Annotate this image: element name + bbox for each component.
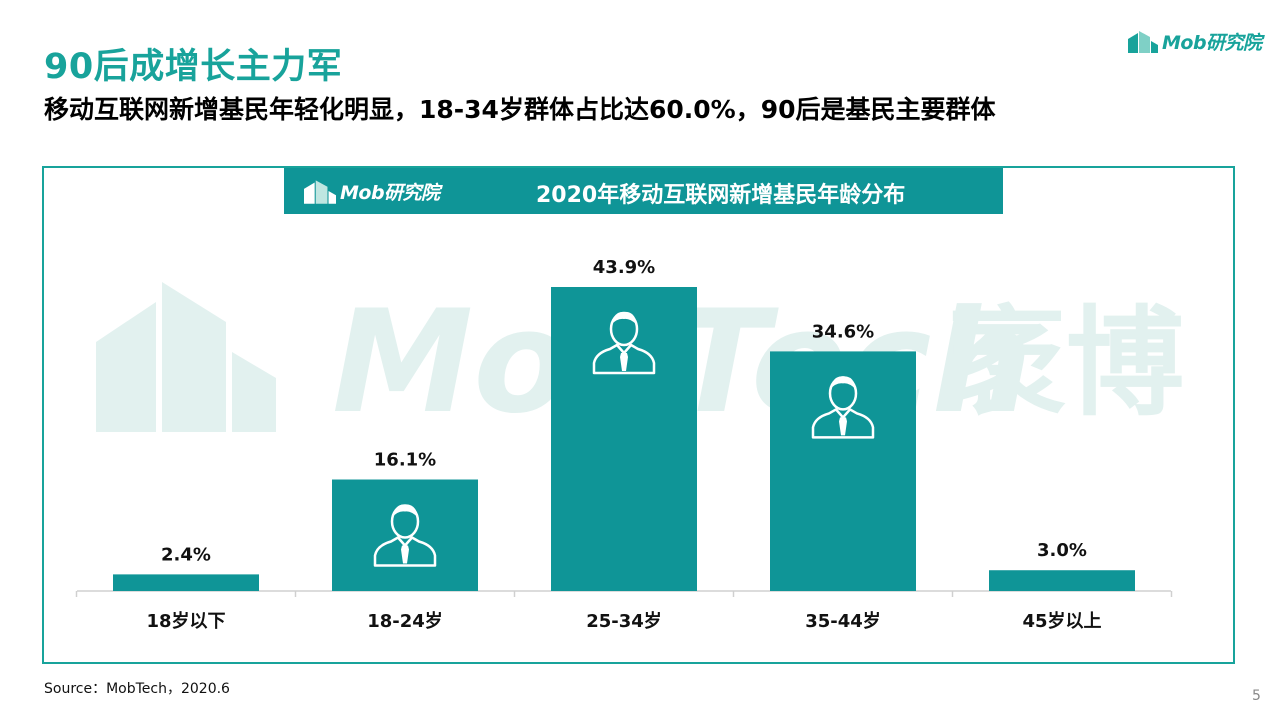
data-label: 2.4% <box>161 544 211 565</box>
x-tick-label: 35-44岁 <box>805 610 881 632</box>
banner-logo: Mob研究院 <box>304 176 440 206</box>
data-label: 43.9% <box>593 257 655 278</box>
page-subtitle: 移动互联网新增基民年轻化明显，18-34岁群体占比达60.0%，90后是基民主要… <box>44 95 996 124</box>
chart-frame <box>42 166 1235 664</box>
chart-title: 2020年移动互联网新增基民年龄分布 <box>536 183 906 208</box>
x-tick-label: 25-34岁 <box>586 610 662 632</box>
person-icon <box>811 376 875 439</box>
page-title: 90后成增长主力军 <box>44 47 343 87</box>
person-icon <box>592 311 656 375</box>
data-label: 34.6% <box>812 321 874 342</box>
banner-logo-text: Mob研究院 <box>340 181 440 204</box>
x-tick-label: 18岁以下 <box>146 610 225 632</box>
building-logo-icon <box>304 180 336 204</box>
data-label: 16.1% <box>374 450 436 471</box>
brand-logo-text: Mob研究院 <box>1162 31 1262 54</box>
source-note: Source：MobTech，2020.6 <box>44 681 230 697</box>
bar <box>113 574 259 591</box>
bar <box>551 287 697 591</box>
bar <box>989 570 1135 591</box>
brand-logo: Mob研究院 <box>1128 26 1262 56</box>
x-tick-label: 45岁以上 <box>1022 610 1101 632</box>
person-icon <box>373 504 437 567</box>
data-label: 3.0% <box>1037 540 1087 561</box>
bar <box>770 351 916 591</box>
bar <box>332 479 478 591</box>
chart-banner: Mob研究院 2020年移动互联网新增基民年龄分布 <box>284 168 1003 214</box>
page-number: 5 <box>1252 688 1261 704</box>
building-logo-icon <box>1128 31 1158 53</box>
x-tick-label: 18-24岁 <box>367 610 443 632</box>
